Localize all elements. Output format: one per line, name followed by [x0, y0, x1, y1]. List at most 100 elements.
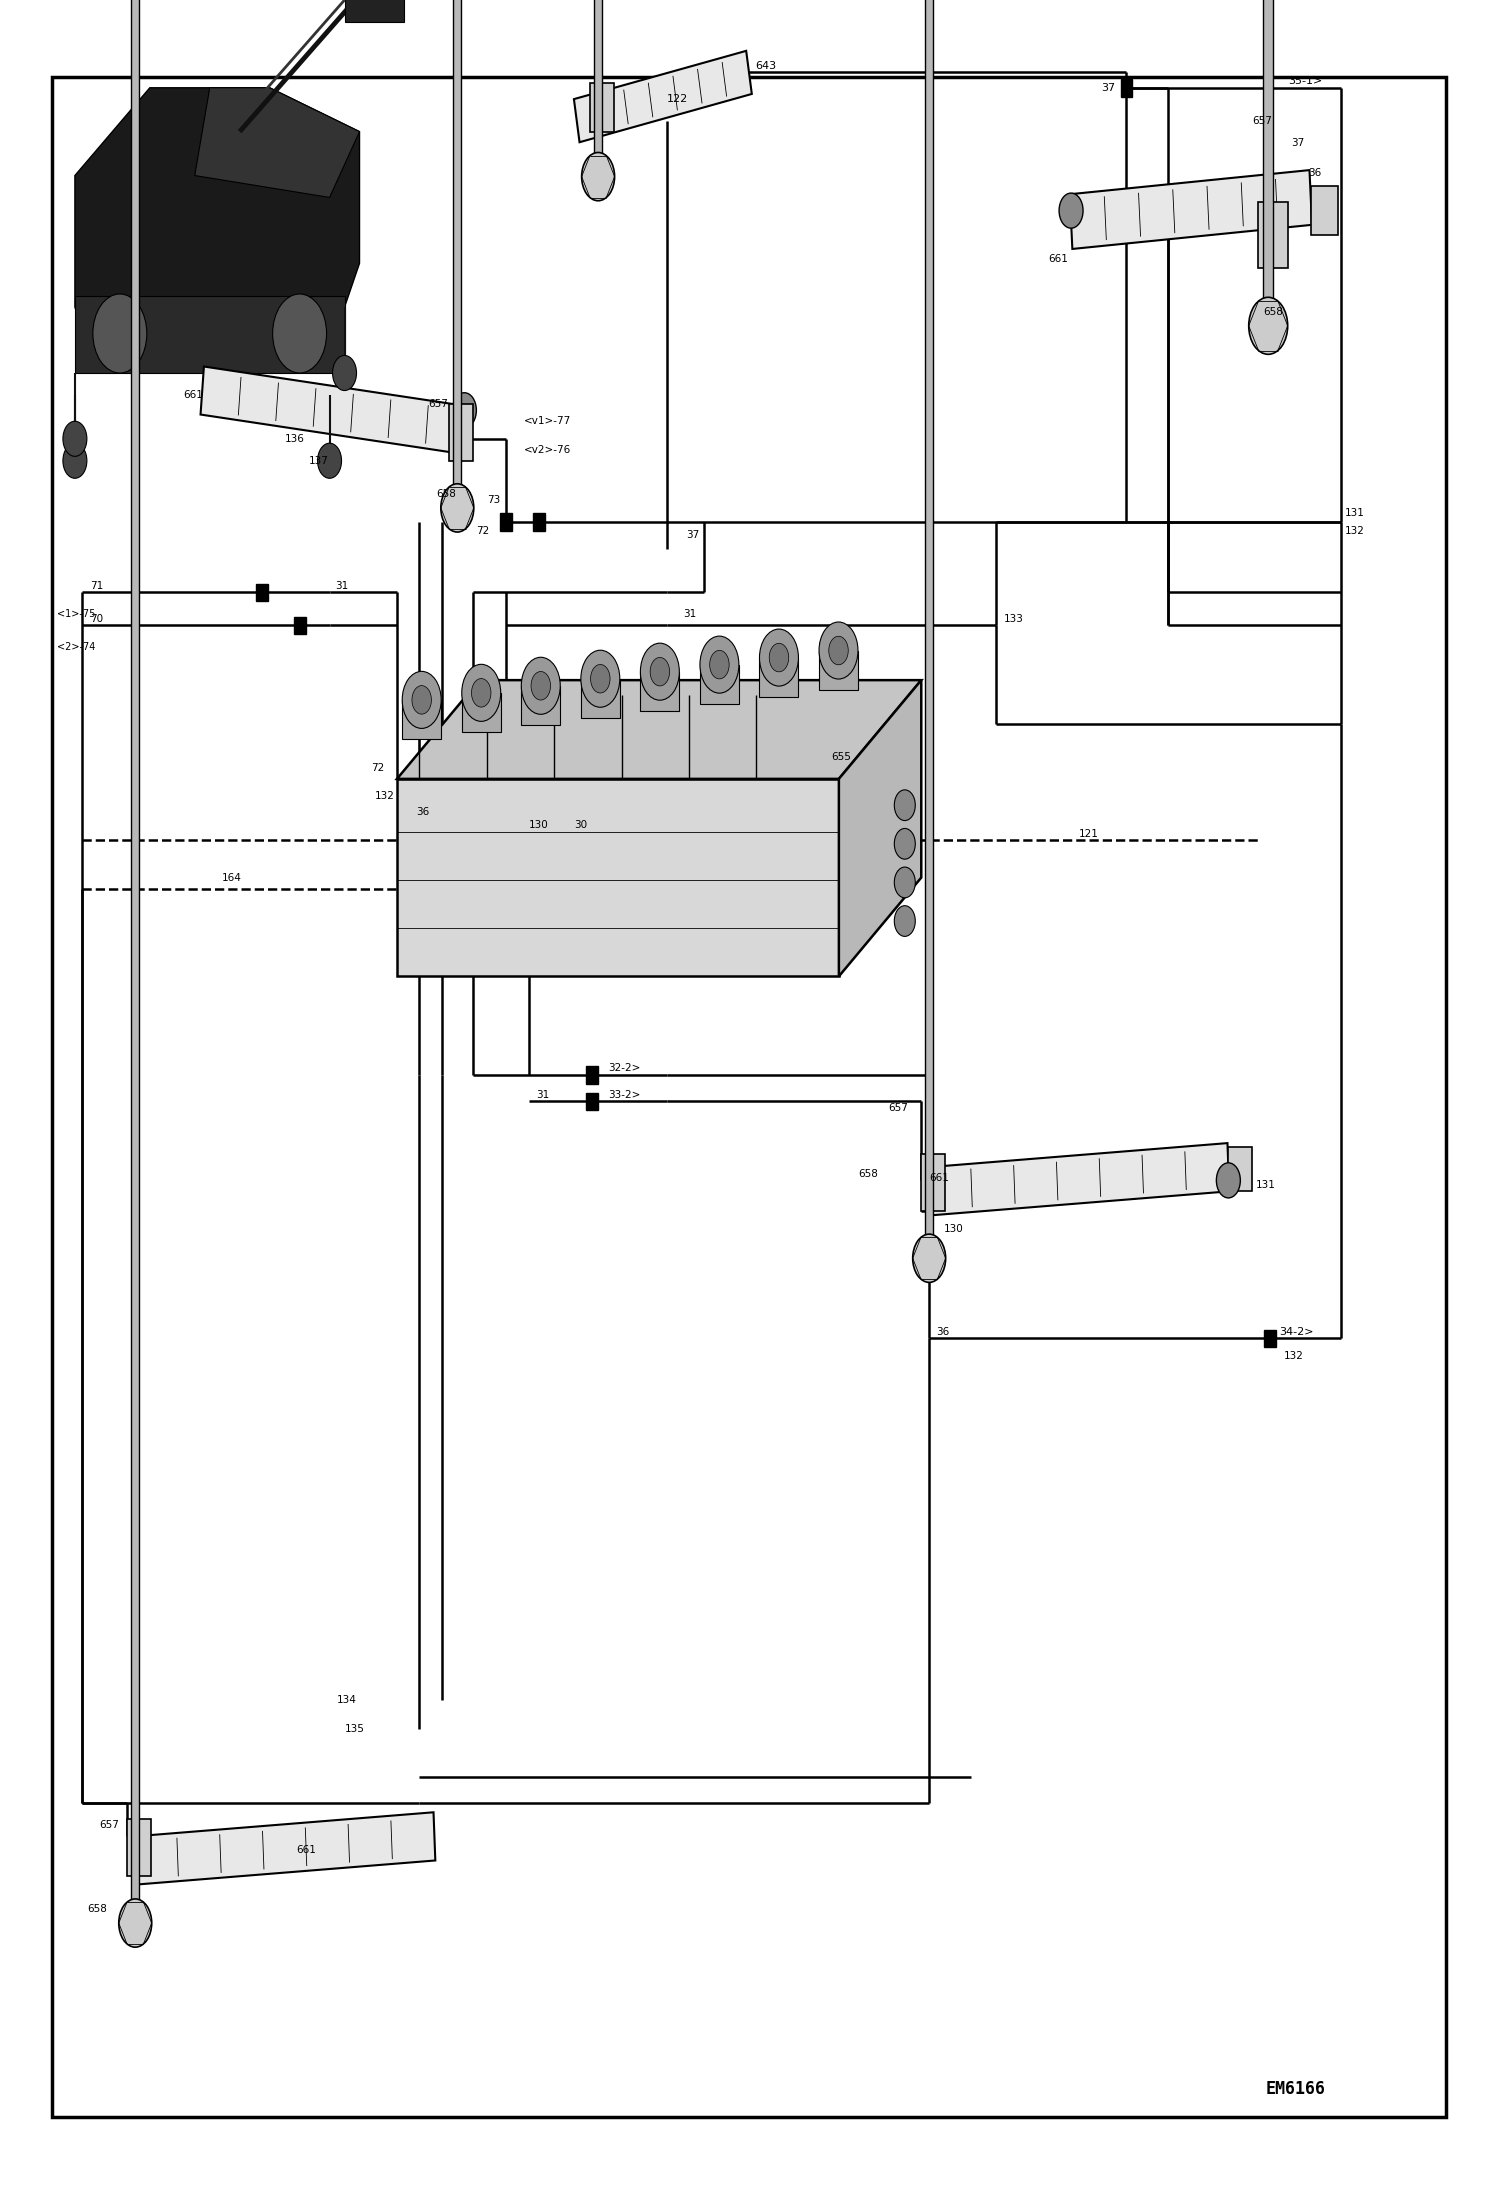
Bar	[1263, 0, 1273, 312]
Circle shape	[93, 294, 147, 373]
Circle shape	[894, 790, 915, 821]
Polygon shape	[839, 680, 921, 976]
Text: 131: 131	[1345, 509, 1365, 518]
Text: 37: 37	[1291, 138, 1305, 147]
Text: 658: 658	[858, 1169, 878, 1178]
Bar	[586, 1093, 598, 1110]
Text: 655: 655	[831, 753, 851, 761]
Text: 132: 132	[1345, 527, 1365, 535]
Bar	[1121, 79, 1132, 97]
Circle shape	[118, 1898, 151, 1948]
Text: 132: 132	[374, 792, 394, 801]
Bar	[759, 658, 798, 698]
Text: 657: 657	[428, 399, 448, 408]
Circle shape	[581, 649, 620, 706]
Bar	[700, 665, 739, 704]
Circle shape	[1216, 1163, 1240, 1198]
Text: 130: 130	[944, 1224, 963, 1233]
Text: 70: 70	[90, 614, 103, 623]
Bar	[1258, 202, 1288, 268]
Text: 137: 137	[309, 456, 328, 465]
Polygon shape	[927, 1143, 1230, 1215]
Bar	[586, 1066, 598, 1084]
Text: 661: 661	[297, 1845, 316, 1854]
Text: 36: 36	[936, 1327, 950, 1336]
Bar	[461, 693, 500, 733]
Text: 36: 36	[1308, 169, 1321, 178]
Circle shape	[912, 1233, 945, 1281]
Circle shape	[1059, 193, 1083, 228]
Polygon shape	[75, 88, 360, 351]
Circle shape	[472, 678, 491, 706]
Text: 657: 657	[99, 1821, 118, 1830]
Text: 658: 658	[436, 489, 455, 498]
Text: 71: 71	[90, 581, 103, 590]
Text: 658: 658	[1263, 307, 1282, 316]
Polygon shape	[195, 88, 360, 197]
Text: 121: 121	[1079, 829, 1098, 838]
Circle shape	[590, 665, 610, 693]
Text: 31: 31	[536, 1090, 550, 1099]
Circle shape	[63, 421, 87, 456]
Text: 73: 73	[487, 496, 500, 505]
Text: 661: 661	[1049, 255, 1068, 263]
Circle shape	[273, 294, 327, 373]
Text: 657: 657	[888, 1104, 908, 1112]
Text: 37: 37	[1101, 83, 1115, 92]
Text: 31: 31	[683, 610, 697, 619]
Text: 30: 30	[574, 821, 587, 829]
Circle shape	[650, 658, 670, 687]
Polygon shape	[1070, 171, 1312, 248]
Text: 122: 122	[667, 94, 688, 103]
Text: 657: 657	[1252, 116, 1272, 125]
Bar	[581, 678, 620, 717]
Bar	[294, 617, 306, 634]
Circle shape	[759, 630, 798, 687]
Circle shape	[403, 671, 442, 728]
Bar	[345, 0, 404, 22]
Text: 661: 661	[183, 391, 202, 399]
Text: 164: 164	[222, 873, 241, 882]
Text: 133: 133	[1004, 614, 1023, 623]
Bar	[75, 296, 345, 373]
Text: 136: 136	[285, 434, 304, 443]
Bar	[500, 513, 512, 531]
Polygon shape	[201, 366, 466, 454]
Polygon shape	[574, 50, 752, 143]
Bar	[593, 0, 602, 165]
Bar	[641, 671, 680, 711]
Circle shape	[819, 623, 858, 680]
Bar	[921, 1154, 945, 1211]
Circle shape	[318, 443, 342, 478]
Bar	[397, 779, 839, 976]
Text: 36: 36	[416, 807, 430, 816]
Polygon shape	[397, 680, 921, 779]
Text: 132: 132	[1284, 1352, 1303, 1360]
Bar	[533, 513, 545, 531]
Circle shape	[894, 829, 915, 860]
Text: 134: 134	[337, 1696, 357, 1705]
Circle shape	[581, 154, 614, 202]
Text: 643: 643	[755, 61, 776, 70]
Text: 37: 37	[686, 531, 700, 540]
Circle shape	[461, 665, 500, 722]
Bar	[449, 404, 473, 461]
Circle shape	[521, 658, 560, 715]
Circle shape	[641, 643, 680, 700]
Circle shape	[828, 636, 848, 665]
Circle shape	[452, 393, 476, 428]
Circle shape	[63, 443, 87, 478]
Bar	[401, 700, 442, 739]
Text: 32-2>: 32-2>	[608, 1064, 641, 1073]
Circle shape	[412, 685, 431, 715]
Bar	[256, 584, 268, 601]
Text: 72: 72	[476, 527, 490, 535]
Text: 131: 131	[1255, 1180, 1275, 1189]
Text: 35-1>: 35-1>	[1288, 77, 1323, 86]
Text: <v2>-76: <v2>-76	[524, 445, 572, 454]
Bar	[590, 83, 614, 132]
Text: 33-2>: 33-2>	[608, 1090, 641, 1099]
Bar	[521, 687, 560, 726]
Polygon shape	[133, 1812, 436, 1885]
Text: 135: 135	[345, 1724, 364, 1733]
